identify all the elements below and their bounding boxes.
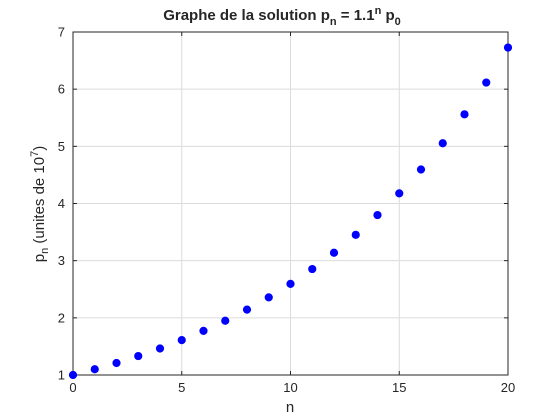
data-point — [482, 78, 491, 87]
grid — [72, 31, 509, 376]
x-axis-label: n — [286, 399, 294, 416]
y-axis-label: pn (unites de 107) — [29, 146, 51, 263]
data-point — [221, 316, 230, 325]
data-point — [242, 305, 252, 314]
y-tick-label: 5 — [58, 139, 65, 154]
data-point — [395, 189, 404, 198]
data-point — [329, 248, 339, 257]
x-tick-label: 5 — [178, 380, 185, 395]
data-point — [112, 358, 121, 368]
data-point — [308, 264, 317, 274]
y-tick-label: 7 — [58, 25, 65, 40]
x-tick-label: 20 — [501, 380, 515, 395]
x-tick-label: 0 — [69, 380, 76, 395]
x-tick-label: 15 — [392, 380, 406, 395]
data-point — [199, 326, 208, 335]
data-point — [373, 210, 382, 220]
data-point — [90, 365, 99, 374]
data-point — [438, 139, 447, 148]
data-point — [264, 293, 273, 302]
data-point — [460, 110, 469, 119]
chart-title: Graphe de la solution pn = 1.1n p0 — [163, 5, 401, 28]
data-point — [155, 344, 165, 353]
y-tick-label: 1 — [58, 368, 65, 383]
y-tick-label: 6 — [58, 82, 65, 97]
data-point — [286, 279, 295, 288]
y-tick-label: 4 — [58, 196, 65, 211]
data-point — [177, 335, 186, 345]
ticks: 0 5 10 15 20 1 2 3 4 5 6 7 — [58, 25, 515, 396]
x-tick-label: 10 — [283, 380, 297, 395]
data-point — [503, 43, 513, 52]
data-point — [134, 351, 143, 361]
data-points — [68, 43, 513, 380]
y-tick-label: 2 — [58, 310, 65, 325]
data-point — [416, 165, 426, 174]
data-point — [351, 230, 360, 239]
y-tick-label: 3 — [58, 253, 65, 268]
data-point — [68, 370, 78, 380]
